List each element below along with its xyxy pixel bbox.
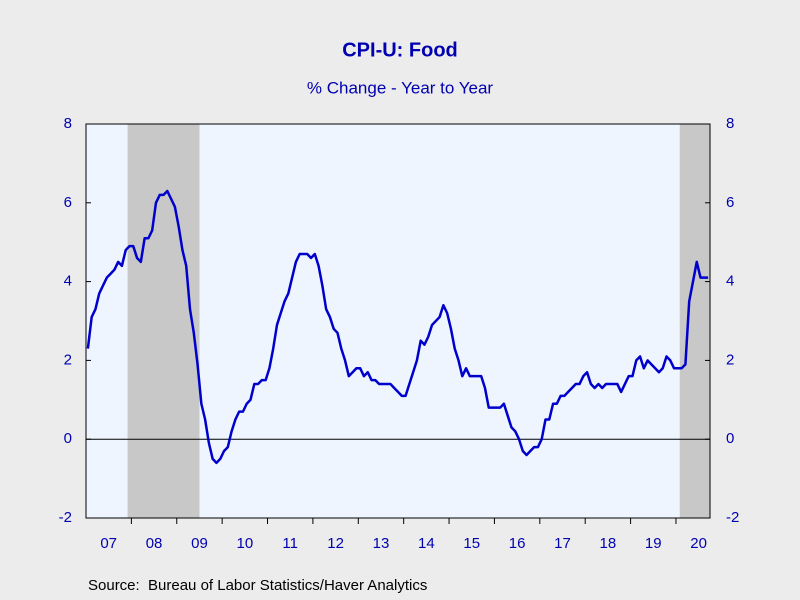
recession-shading [679,124,710,518]
y-tick-label: 0 [64,430,72,447]
y2-tick-label: 2 [726,351,734,368]
x-tick-label: 10 [236,535,253,552]
x-tick-label: 09 [191,535,208,552]
x-tick-label: 15 [463,535,480,552]
x-tick-label: 13 [373,535,390,552]
x-tick-label: 08 [146,535,163,552]
y2-tick-label: 8 [726,115,734,132]
x-tick-label: 16 [509,535,526,552]
x-tick-label: 17 [554,535,571,552]
y2-tick-label: -2 [726,509,739,526]
chart-title: CPI-U: Food [342,39,458,61]
source-note: Source: Bureau of Labor Statistics/Haver… [88,577,427,594]
y2-tick-label: 6 [726,194,734,211]
y2-tick-label: 4 [726,273,734,290]
plot-frame [85,123,711,519]
x-tick-label: 14 [418,535,435,552]
x-tick-label: 07 [100,535,117,552]
data-line [86,189,709,465]
y-tick-label: -2 [59,509,72,526]
y-tick-label: 6 [64,194,72,211]
y-tick-label: 2 [64,351,72,368]
x-tick-label: 12 [327,535,344,552]
y2-tick-label: 0 [726,430,734,447]
x-tick-label: 11 [282,535,298,552]
y-tick-label: 8 [64,115,72,132]
recession-shading [127,124,200,518]
x-tick-label: 20 [690,535,707,552]
x-tick-label: 19 [645,535,662,552]
chart-subtitle: % Change - Year to Year [307,78,494,97]
x-tick-label: 18 [600,535,617,552]
y-tick-label: 4 [64,273,72,290]
